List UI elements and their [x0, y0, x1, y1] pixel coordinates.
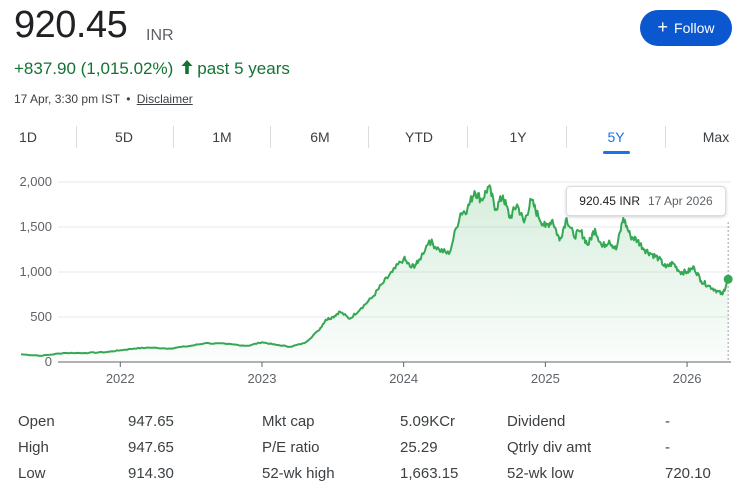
tab-max[interactable]: Max	[702, 129, 730, 145]
stat-label-52wk-high: 52-wk high	[262, 465, 335, 482]
current-price: 920.45	[14, 4, 128, 46]
y-tick-label: 2,000	[19, 174, 52, 189]
stat-label-low: Low	[18, 465, 46, 482]
stat-label-open: Open	[18, 413, 55, 430]
tab-divider	[368, 126, 369, 148]
stat-value-52wk-low: 720.10	[665, 465, 711, 482]
x-tick-label: 2025	[531, 371, 560, 386]
stat-label-mkt-cap: Mkt cap	[262, 413, 315, 430]
y-tick-label: 500	[30, 309, 52, 324]
x-tick-label: 2022	[106, 371, 135, 386]
currency-label: INR	[146, 27, 174, 44]
disclaimer-link[interactable]: Disclaimer	[136, 92, 193, 106]
range-tabs: 1D 5D 1M 6M YTD 1Y 5Y Max	[0, 122, 739, 154]
stat-label-qtrly-div: Qtrly div amt	[507, 439, 592, 456]
stat-label-52wk-low: 52-wk low	[507, 465, 574, 482]
stat-value-high: 947.65	[128, 439, 174, 456]
stat-value-open: 947.65	[128, 413, 174, 430]
tab-divider	[76, 126, 77, 148]
tab-divider	[173, 126, 174, 148]
price-change: +837.90 (1,015.02%) past 5 years	[14, 59, 290, 79]
tab-divider	[467, 126, 468, 148]
tab-5y[interactable]: 5Y	[607, 129, 625, 145]
plus-icon: +	[657, 17, 669, 37]
timestamp: 17 Apr, 3:30 pm IST	[14, 92, 120, 106]
chart-tooltip: 920.45 INR 17 Apr 2026	[566, 186, 726, 216]
tab-1y[interactable]: 1Y	[509, 129, 527, 145]
arrow-up-icon	[181, 59, 193, 79]
tab-1d[interactable]: 1D	[19, 129, 37, 145]
quote-meta: 17 Apr, 3:30 pm IST • Disclaimer	[14, 92, 193, 106]
x-tick-label: 2023	[248, 371, 277, 386]
stat-label-dividend: Dividend	[507, 413, 566, 430]
tab-divider	[270, 126, 271, 148]
stat-value-pe-ratio: 25.29	[400, 439, 438, 456]
stats-row: High 947.65 P/E ratio 25.29 Qtrly div am…	[0, 439, 739, 465]
tab-5d[interactable]: 5D	[115, 129, 133, 145]
stats-row: Low 914.30 52-wk high 1,663.15 52-wk low…	[0, 465, 739, 491]
x-axis-labels: 2022 2023 2024 2025 2026	[106, 362, 702, 386]
y-tick-label: 1,000	[19, 264, 52, 279]
stat-label-high: High	[18, 439, 49, 456]
price-area	[21, 185, 729, 362]
stat-value-mkt-cap: 5.09KCr	[400, 413, 456, 430]
price-line	[21, 184, 729, 357]
x-tick-label: 2026	[673, 371, 702, 386]
stats-row: Open 947.65 Mkt cap 5.09KCr Dividend -	[0, 413, 739, 439]
stat-label-pe-ratio: P/E ratio	[262, 439, 320, 456]
tab-1m[interactable]: 1M	[212, 129, 232, 145]
separator: •	[126, 92, 131, 106]
tab-6m[interactable]: 6M	[310, 129, 330, 145]
change-period: past 5 years	[197, 59, 290, 78]
follow-button[interactable]: + Follow	[640, 10, 732, 46]
active-tab-indicator	[603, 151, 630, 154]
tab-divider	[665, 126, 666, 148]
tab-divider	[566, 126, 567, 148]
x-tick-label: 2024	[389, 371, 418, 386]
stat-value-low: 914.30	[128, 465, 174, 482]
stat-value-qtrly-div: -	[665, 439, 670, 456]
tooltip-value: 920.45 INR	[579, 194, 640, 208]
current-point-marker	[723, 274, 733, 284]
follow-label: Follow	[674, 20, 715, 36]
tooltip-date: 17 Apr 2026	[647, 194, 713, 208]
change-value: +837.90 (1,015.02%)	[14, 59, 174, 78]
stat-value-dividend: -	[665, 413, 670, 430]
y-tick-label: 1,500	[19, 219, 52, 234]
tab-ytd[interactable]: YTD	[405, 129, 433, 145]
stat-value-52wk-high: 1,663.15	[400, 465, 459, 482]
